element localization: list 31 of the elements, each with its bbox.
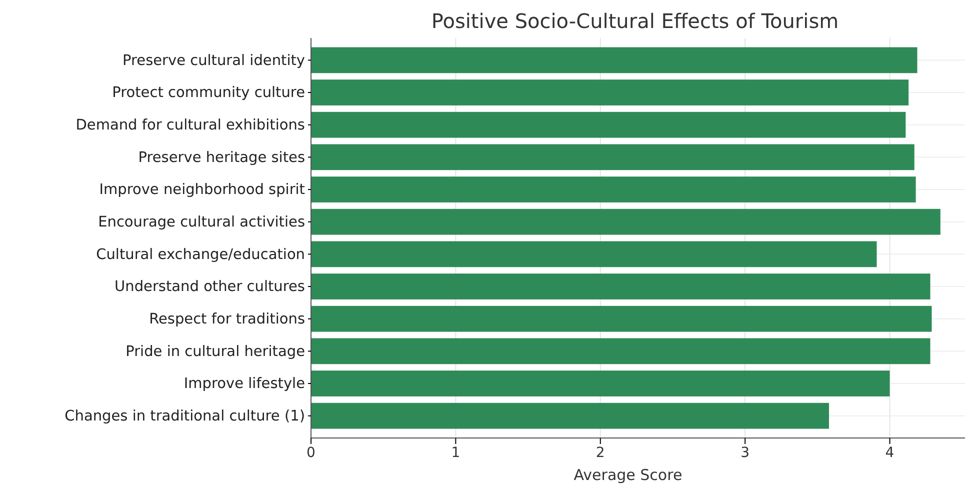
- bar: [311, 338, 930, 364]
- x-tick-label: 1: [451, 444, 460, 461]
- y-tick-label: Preserve cultural identity: [122, 52, 306, 69]
- y-tick-label: Respect for traditions: [149, 311, 305, 328]
- y-tick-label: Improve lifestyle: [184, 376, 306, 392]
- bar: [311, 370, 890, 396]
- chart-title: Positive Socio-Cultural Effects of Tourism: [431, 9, 839, 33]
- bar: [311, 402, 829, 429]
- x-tick-label: 2: [596, 444, 605, 461]
- bar: [311, 144, 914, 170]
- bar: [311, 306, 932, 332]
- x-tick-label: 0: [306, 444, 316, 461]
- bar: [311, 274, 930, 300]
- bar: [311, 112, 906, 138]
- bar: [311, 80, 909, 106]
- y-tick-label: Pride in cultural heritage: [126, 344, 306, 360]
- x-tick-label: 4: [885, 444, 894, 461]
- y-tick-label: Changes in traditional culture (1): [64, 408, 305, 424]
- bar: [311, 241, 877, 268]
- bar: [311, 208, 940, 235]
- y-tick-label: Cultural exchange/education: [96, 246, 305, 263]
- y-tick-label: Protect community culture: [112, 85, 306, 102]
- bar: [311, 176, 916, 202]
- y-tick-label: Preserve heritage sites: [138, 150, 305, 166]
- bar: [311, 47, 918, 74]
- x-axis-title: Average Score: [574, 466, 682, 484]
- y-tick-label: Encourage cultural activities: [98, 214, 305, 230]
- y-tick-label: Improve neighborhood spirit: [99, 182, 306, 198]
- x-tick-label: 3: [740, 444, 750, 461]
- y-tick-label: Understand other cultures: [114, 279, 305, 296]
- y-tick-label: Demand for cultural exhibitions: [76, 117, 305, 134]
